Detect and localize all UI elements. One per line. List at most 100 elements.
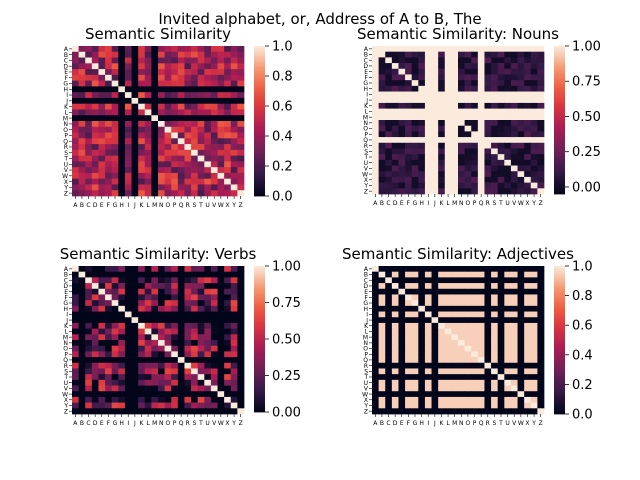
heatmap-cell [85,51,93,58]
heatmap-cell [197,283,205,290]
y-tick-label: Z [64,190,68,197]
heatmap-cell [471,368,479,375]
heatmap-cell [405,362,413,369]
heatmap-cell [217,86,225,93]
heatmap-cell [138,362,146,369]
heatmap-cell [144,80,152,87]
heatmap-cell [477,328,485,335]
heatmap-cell [158,161,165,168]
heatmap-cell [464,368,472,375]
colorbar-segment [254,283,265,286]
heatmap-cell [164,288,172,295]
heatmap-cell [378,357,386,364]
heatmap-cell [464,402,472,409]
y-tick-label: M [363,334,368,341]
heatmap-cell [144,396,152,403]
heatmap-cell [497,74,505,81]
x-tick-label: O [466,200,471,207]
heatmap-cell [398,311,406,318]
heatmap-cell [431,345,439,352]
heatmap-cell [530,74,538,81]
heatmap-cell [151,121,159,128]
heatmap-cell [411,396,419,403]
heatmap-cell [372,125,379,132]
heatmap-cell [124,322,132,329]
heatmap-cell [91,340,99,347]
heatmap-cell [124,57,132,64]
heatmap-cell [418,402,426,409]
colorbar-segment [554,147,565,150]
heatmap-cell [131,132,139,139]
heatmap-cell [510,277,518,284]
colorbar-tick-label: 0.00 [272,406,301,421]
heatmap-cell [72,74,79,81]
heatmap-cell [164,63,172,70]
heatmap-cell [224,305,232,312]
heatmap-cell [171,385,179,392]
heatmap-cell [111,385,119,392]
heatmap-cell [237,121,245,128]
heatmap-cell [451,351,459,358]
heatmap-cell [510,283,518,290]
heatmap-cell [118,190,126,197]
heatmap-cell [131,172,139,180]
heatmap-cell [378,402,386,409]
heatmap-cell [418,305,426,312]
heatmap-cell [124,351,132,358]
heatmap-cell [418,391,426,398]
heatmap-cell [164,351,172,358]
heatmap-cell [72,294,79,301]
colorbar-segment [554,295,565,299]
x-tick-label: Z [539,200,543,207]
heatmap-cell [191,74,199,81]
colorbar-segment [254,312,265,316]
heatmap-cell [537,165,545,172]
heatmap-cell [224,109,232,116]
heatmap-cell [444,80,452,87]
heatmap-cell [237,155,245,162]
heatmap-cell [537,271,545,278]
heatmap-cell [517,57,525,64]
heatmap-cell [210,63,218,70]
heatmap-cell [411,288,419,295]
heatmap-cell [204,345,212,352]
heatmap-cell [177,396,185,403]
heatmap-cell [111,266,119,273]
heatmap-cell [210,277,218,284]
heatmap-cell [164,300,172,307]
heatmap-cell [458,357,465,364]
colorbar-segment [554,288,565,292]
heatmap-cell [471,362,479,369]
heatmap-cell [418,80,426,87]
heatmap-cell [72,374,79,381]
heatmap-cell [237,266,245,273]
heatmap-cell [151,161,159,168]
heatmap-cell [438,85,446,92]
heatmap-cell [497,345,505,352]
colorbar-segment [254,358,265,362]
heatmap-cell [224,138,232,145]
heatmap-cell [424,374,432,381]
heatmap-cell [105,277,113,284]
heatmap-cell [237,334,245,341]
heatmap-cell [151,271,159,278]
heatmap-cell [158,328,165,335]
heatmap-cell [197,74,205,81]
heatmap-cell [510,345,518,352]
heatmap-cell [72,379,79,386]
heatmap-cell [372,131,379,138]
x-tick-label: U [205,202,209,209]
heatmap-cell [151,132,159,139]
heatmap-cell [411,271,419,278]
colorbar-segment [254,63,265,67]
heatmap-cell [372,57,379,64]
heatmap-cell [184,351,192,358]
heatmap-cell [124,109,132,116]
heatmap-cell [418,182,426,189]
heatmap-cell [405,51,413,58]
heatmap-cell [471,148,479,155]
heatmap-cell [105,357,113,364]
heatmap-cell [451,176,459,183]
heatmap-cell [464,176,472,183]
heatmap-cell [378,294,386,301]
